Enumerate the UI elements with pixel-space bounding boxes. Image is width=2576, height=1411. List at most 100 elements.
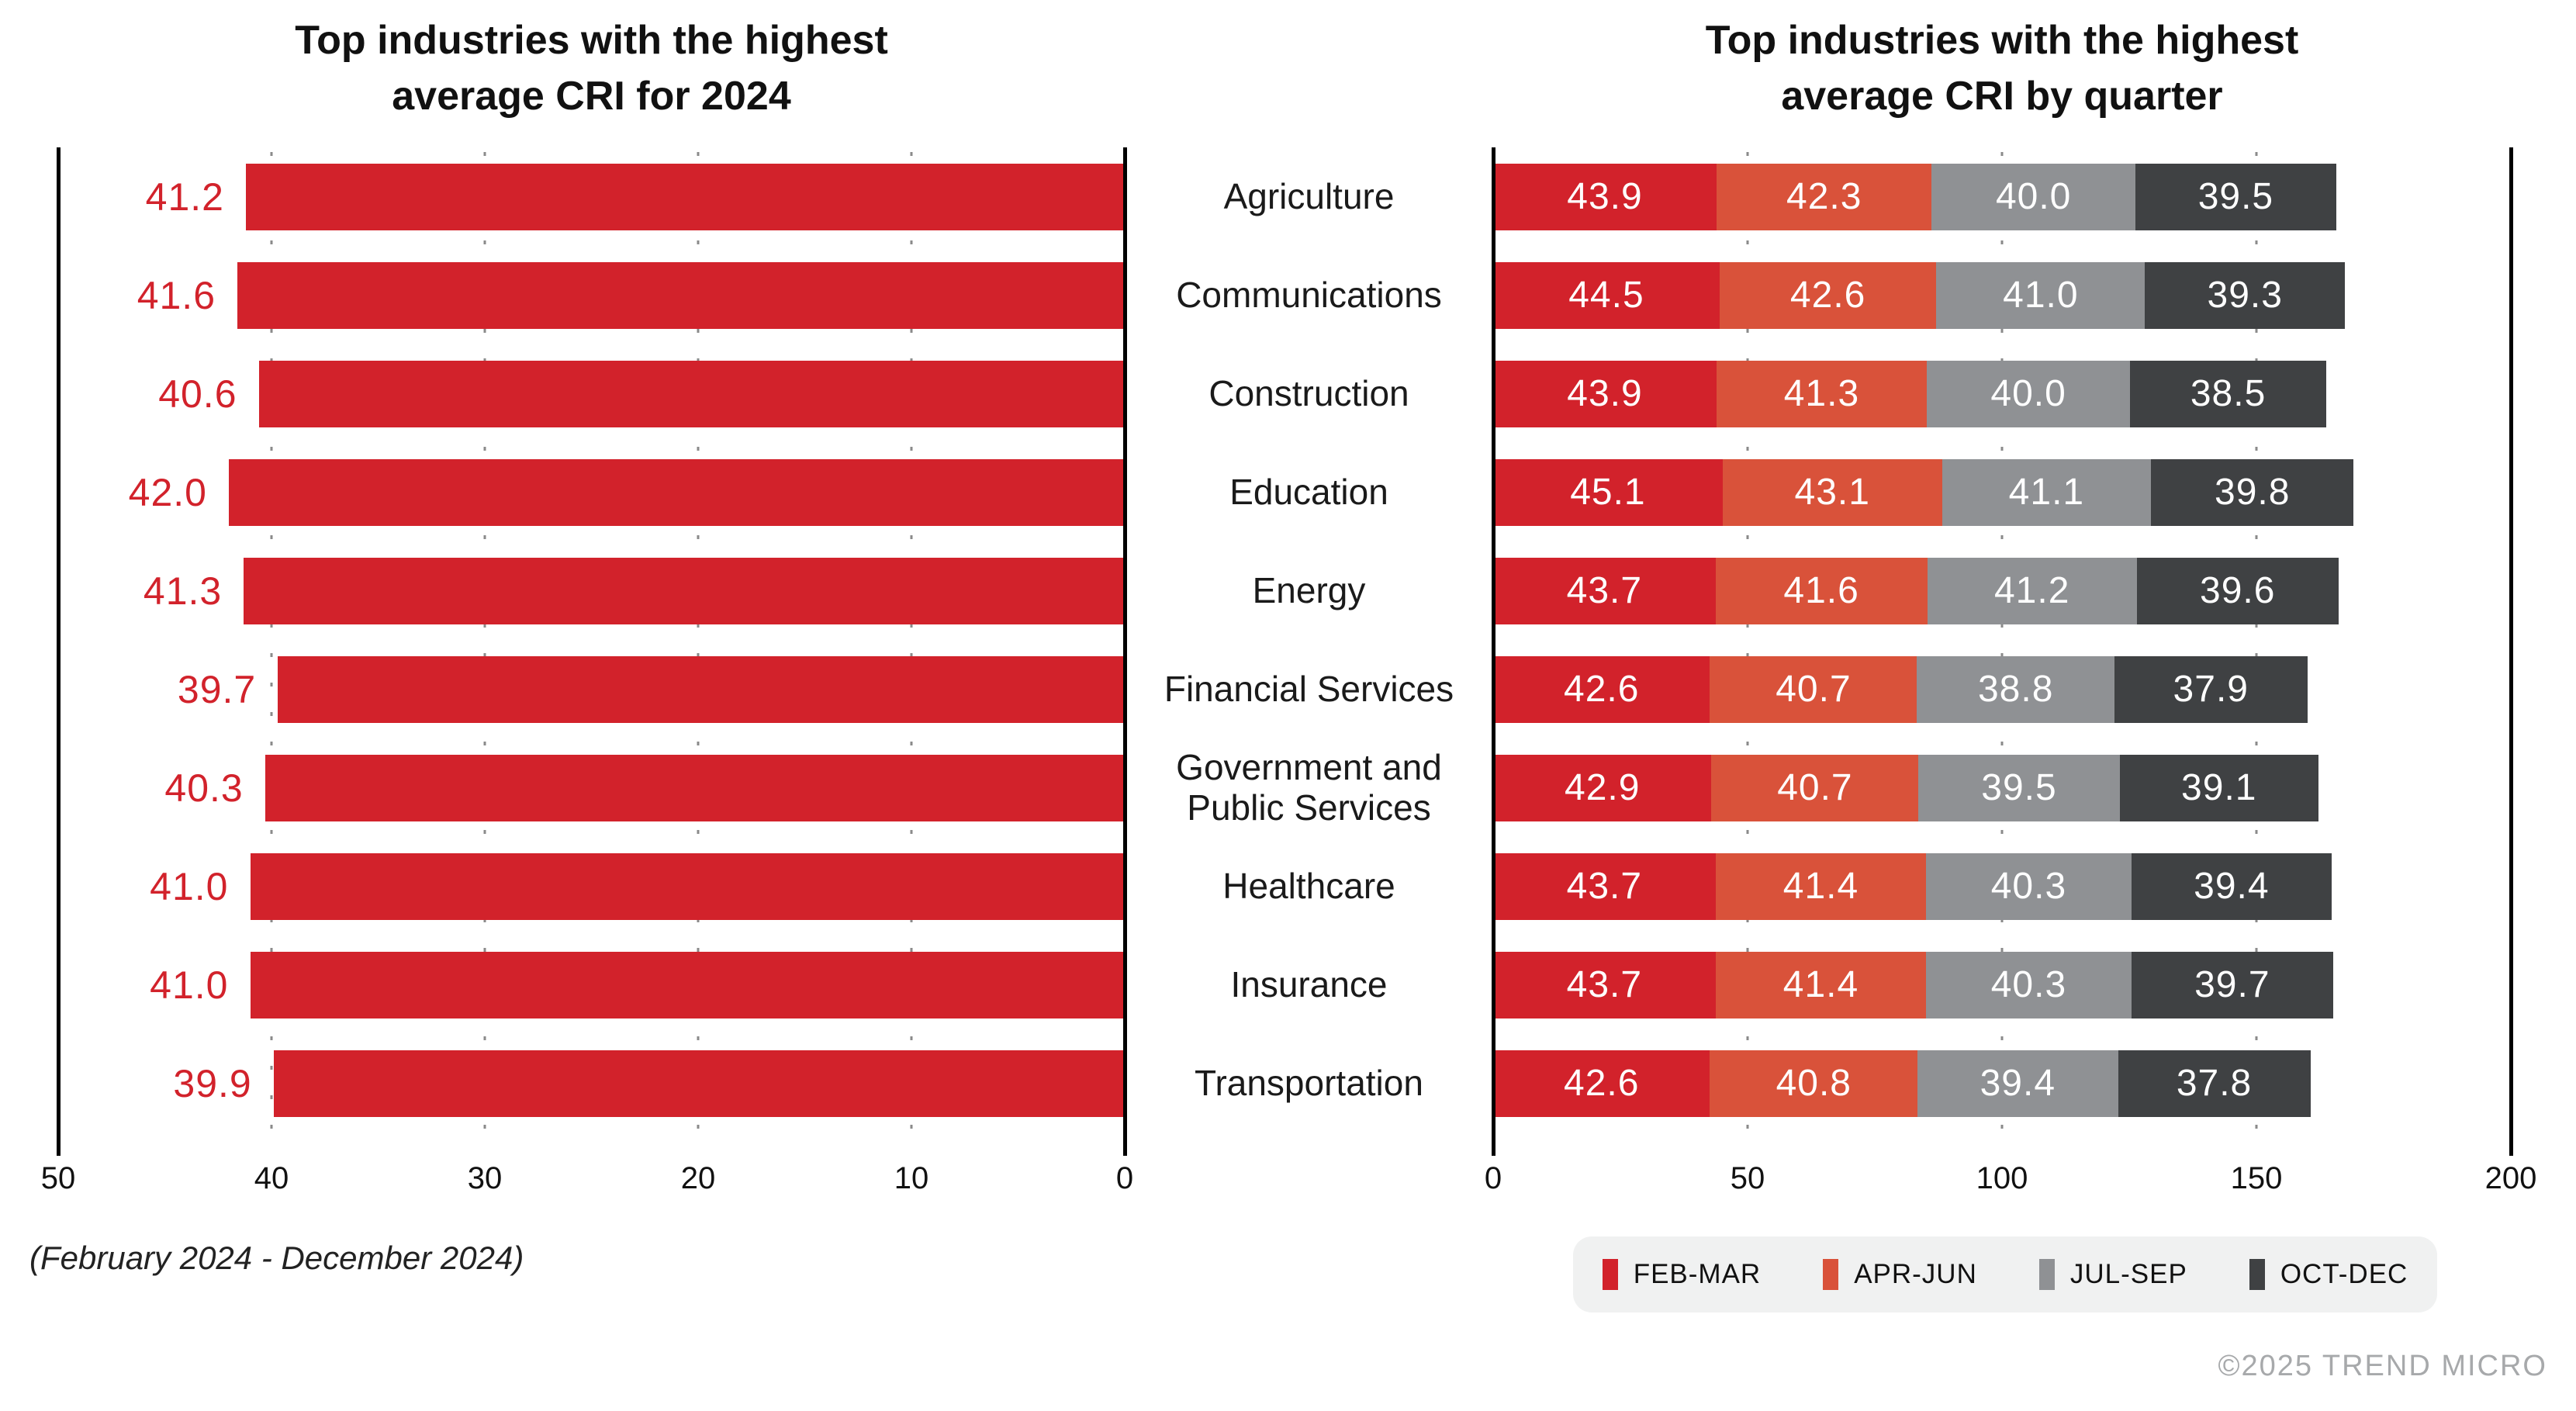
bar-segment: 40.0 bbox=[1931, 163, 2135, 230]
bar-segment: 39.5 bbox=[2135, 163, 2336, 230]
axis-tick-label: 0 bbox=[1115, 1161, 1134, 1195]
date-range-footnote: (February 2024 - December 2024) bbox=[29, 1240, 524, 1276]
bar-segment: 39.6 bbox=[2136, 557, 2339, 624]
stacked-bar-row: 43.9 42.3 40.0 39.5 bbox=[1493, 147, 2511, 246]
left-chart-title-line1: Top industries with the highest bbox=[295, 18, 888, 63]
segment-value-label: 41.4 bbox=[1782, 964, 1859, 1005]
axis-tick-label: 20 bbox=[680, 1161, 716, 1195]
left-bar-row: 40.3 bbox=[58, 738, 1125, 837]
left-chart-plot: 41.2 41.6 40.6 42.0 41.3 39.7 40.3 41.0 41.0 39.9 bbox=[57, 147, 1127, 1156]
bar-value-label: 41.6 bbox=[137, 273, 216, 317]
left-bar-row: 41.0 bbox=[58, 837, 1125, 935]
segment-value-label: 38.8 bbox=[1977, 669, 2054, 710]
segment-value-label: 39.1 bbox=[2181, 767, 2257, 808]
left-bar-row: 41.3 bbox=[58, 541, 1125, 640]
left-chart-axis-line-50 bbox=[57, 147, 61, 1156]
segment-value-label: 40.3 bbox=[1990, 964, 2067, 1005]
left-bar-row: 42.0 bbox=[58, 443, 1125, 541]
segment-value-label: 40.3 bbox=[1990, 866, 2067, 907]
right-chart-plot: 43.9 42.3 40.0 39.5 44.5 42.6 41.0 39.3 43.9 41.3… bbox=[1492, 147, 2513, 1156]
stacked-bar-row: 43.7 41.6 41.2 39.6 bbox=[1493, 541, 2511, 640]
segment-value-label: 39.4 bbox=[2194, 866, 2270, 907]
segment-value-label: 42.6 bbox=[1564, 1063, 1640, 1104]
cri-bar bbox=[250, 951, 1125, 1018]
axis-tick-label: 100 bbox=[1976, 1161, 2028, 1195]
cri-bar bbox=[237, 261, 1125, 329]
right-chart-axis-line-0 bbox=[1492, 147, 1495, 1156]
bar-segment: 42.6 bbox=[1493, 1050, 1710, 1117]
segment-value-label: 40.8 bbox=[1776, 1063, 1852, 1104]
gridline bbox=[2255, 152, 2258, 1145]
right-chart-axis-line-200 bbox=[2509, 147, 2513, 1156]
stacked-bar-row: 42.6 40.7 38.8 37.9 bbox=[1493, 640, 2511, 738]
bar-segment: 43.7 bbox=[1493, 852, 1716, 920]
segment-value-label: 42.6 bbox=[1564, 669, 1640, 710]
bar-segment: 41.0 bbox=[1936, 261, 2146, 329]
axis-tick-label: 50 bbox=[1730, 1161, 1765, 1195]
gridline bbox=[697, 152, 700, 1145]
cri-bar bbox=[278, 655, 1125, 723]
segment-value-label: 41.6 bbox=[1783, 570, 1859, 611]
segment-value-label: 45.1 bbox=[1570, 472, 1646, 513]
quarter-legend: FEB-MAR APR-JUN JUL-SEP OCT-DEC bbox=[1573, 1236, 2437, 1312]
segment-value-label: 41.4 bbox=[1782, 866, 1859, 907]
axis-tick-label: 200 bbox=[2484, 1161, 2537, 1195]
cri-bar bbox=[246, 163, 1125, 230]
left-bar-row: 41.6 bbox=[58, 246, 1125, 344]
legend-item: OCT-DEC bbox=[2249, 1259, 2408, 1290]
legend-item: APR-JUN bbox=[1823, 1259, 1977, 1290]
bar-segment: 40.3 bbox=[1926, 852, 2132, 920]
stacked-bar-row: 45.1 43.1 41.1 39.8 bbox=[1493, 443, 2511, 541]
left-chart-rows: 41.2 41.6 40.6 42.0 41.3 39.7 40.3 41.0 41.0 39.9 bbox=[58, 147, 1125, 1133]
category-label: Agriculture bbox=[1223, 175, 1395, 216]
cri-bar bbox=[250, 852, 1125, 920]
category-label: Transportation bbox=[1195, 1062, 1423, 1103]
bar-segment: 42.3 bbox=[1716, 163, 1932, 230]
segment-value-label: 41.2 bbox=[1993, 570, 2070, 611]
bar-segment: 42.6 bbox=[1493, 655, 1710, 723]
legend-item: FEB-MAR bbox=[1602, 1259, 1762, 1290]
bar-value-label: 42.0 bbox=[128, 470, 207, 514]
gridline bbox=[910, 152, 913, 1145]
bar-segment: 41.3 bbox=[1716, 360, 1927, 427]
right-chart-title: Top industries with the highest average … bbox=[1493, 12, 2511, 124]
left-chart-title: Top industries with the highest average … bbox=[58, 12, 1125, 124]
bar-segment: 38.8 bbox=[1917, 655, 2114, 723]
stacked-bar-row: 42.9 40.7 39.5 39.1 bbox=[1493, 738, 2511, 837]
bar-segment: 43.7 bbox=[1493, 951, 1716, 1018]
bar-segment: 37.9 bbox=[2114, 655, 2308, 723]
bar-segment: 38.5 bbox=[2130, 360, 2326, 427]
segment-value-label: 39.3 bbox=[2207, 275, 2283, 316]
segment-value-label: 39.5 bbox=[1981, 767, 2057, 808]
bar-segment: 40.0 bbox=[1926, 360, 2131, 427]
bar-segment: 43.9 bbox=[1493, 163, 1717, 230]
segment-value-label: 40.7 bbox=[1777, 767, 1853, 808]
gridline bbox=[1746, 152, 1749, 1145]
bar-value-label: 39.7 bbox=[177, 667, 257, 711]
segment-value-label: 44.5 bbox=[1568, 275, 1644, 316]
segment-value-label: 43.7 bbox=[1566, 866, 1643, 907]
right-chart-title-line2: average CRI by quarter bbox=[1781, 74, 2223, 119]
stacked-bar-row: 43.7 41.4 40.3 39.4 bbox=[1493, 837, 2511, 935]
segment-value-label: 43.7 bbox=[1566, 570, 1643, 611]
segment-value-label: 39.5 bbox=[2197, 176, 2274, 217]
left-bar-row: 39.7 bbox=[58, 640, 1125, 738]
axis-tick-label: 40 bbox=[254, 1161, 289, 1195]
copyright-notice: ©2025 TREND MICRO bbox=[2218, 1350, 2547, 1382]
left-chart-x-axis: 50 40 30 20 10 0 bbox=[41, 1161, 1133, 1208]
bar-segment: 39.4 bbox=[2131, 852, 2332, 920]
segment-value-label: 43.9 bbox=[1567, 373, 1643, 414]
cri-bar bbox=[265, 754, 1125, 821]
bar-segment: 43.9 bbox=[1493, 360, 1717, 427]
segment-value-label: 41.3 bbox=[1783, 373, 1860, 414]
segment-value-label: 43.7 bbox=[1566, 964, 1643, 1005]
left-bar-row: 39.9 bbox=[58, 1034, 1125, 1133]
segment-value-label: 42.6 bbox=[1789, 275, 1866, 316]
left-bar-row: 41.2 bbox=[58, 147, 1125, 246]
bar-segment: 41.2 bbox=[1927, 557, 2137, 624]
bar-segment: 39.3 bbox=[2145, 261, 2346, 329]
cri-bar bbox=[229, 458, 1125, 526]
bar-segment: 41.4 bbox=[1715, 951, 1927, 1018]
category-label: Healthcare bbox=[1222, 865, 1395, 906]
